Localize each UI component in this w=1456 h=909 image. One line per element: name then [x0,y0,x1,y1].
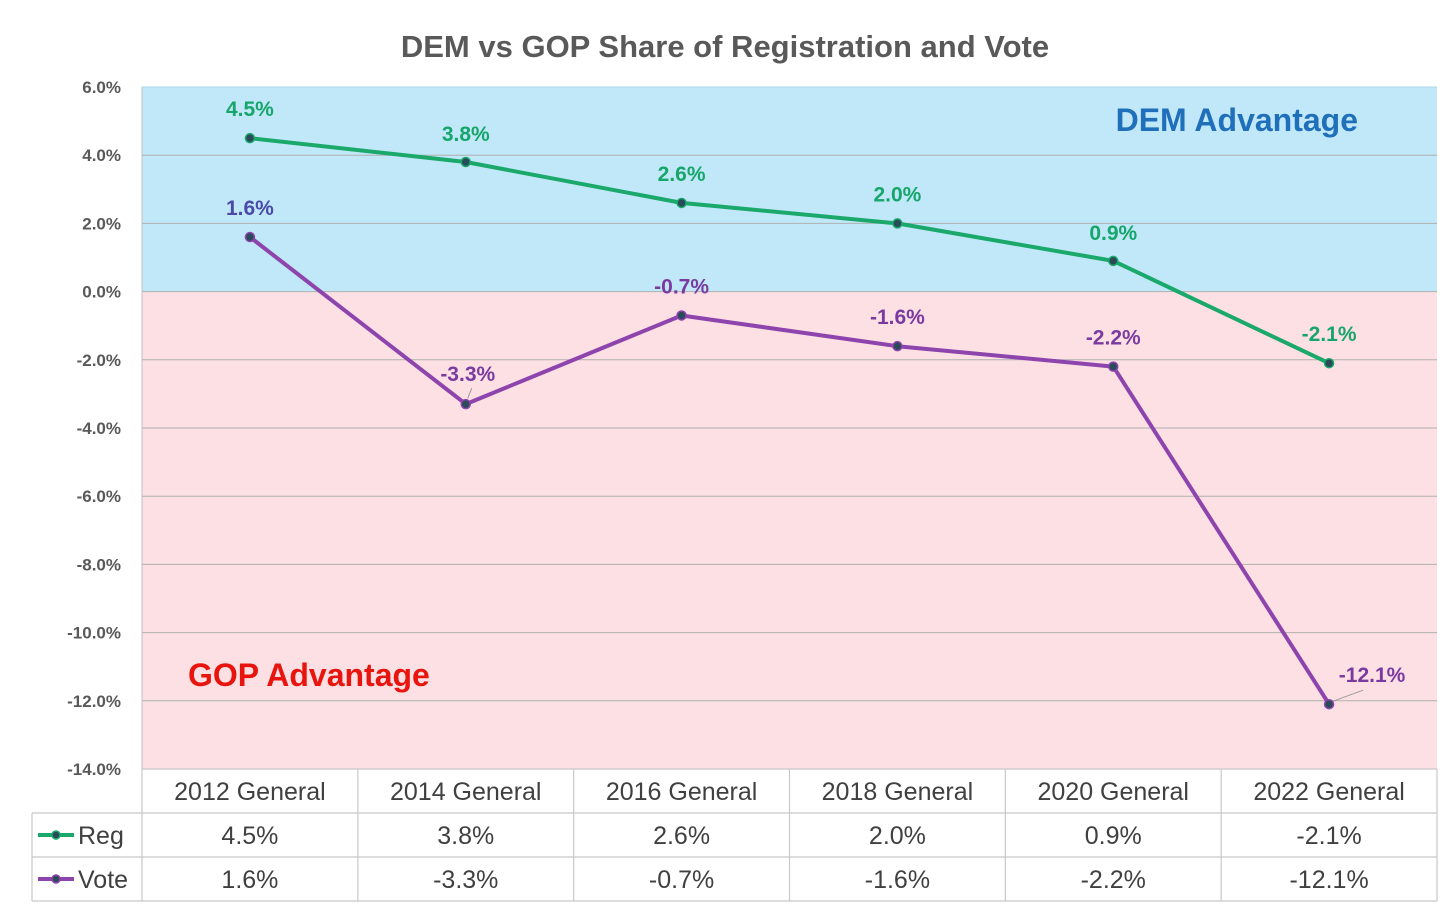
data-point-reg [1108,255,1119,267]
legend-key-marker [51,830,61,840]
table-cell: 1.6% [221,866,278,894]
data-point-reg [460,156,471,168]
table-cell: 0.9% [1085,822,1142,850]
data-point-reg [1323,357,1335,369]
table-cell: 2.0% [869,822,926,850]
gop-advantage-region [142,291,1437,769]
table-cell: -2.2% [1081,866,1146,894]
data-point-vote [676,310,687,321]
y-tick-label: 2.0% [82,214,121,233]
data-point-reg [244,132,256,144]
data-label-vote: -12.1% [1339,664,1406,687]
category-label: 2012 General [174,778,326,806]
data-label-vote: -0.7% [654,275,709,298]
y-tick-label: 4.0% [82,146,121,165]
data-point-vote [1323,698,1335,710]
dem-advantage-region [142,87,1437,292]
y-tick-label: -10.0% [67,624,121,643]
data-point-vote [460,398,471,410]
category-label: 2016 General [606,778,758,806]
table-cell: -12.1% [1289,866,1368,894]
y-axis-ticks: 6.0% 4.0% 2.0% 0.0% -2.0% -4.0% -6.0% -8.0% -10.… [67,78,121,779]
y-tick-label: -4.0% [77,419,121,438]
series-line-reg [247,136,1332,366]
dem-advantage-label: DEM Advantage [1116,102,1358,138]
data-point-vote [892,340,903,352]
table-cell: 3.8% [437,822,494,850]
data-label-vote: -1.6% [870,306,925,329]
chart-title: DEM vs GOP Share of Registration and Vot… [401,29,1049,64]
data-label-vote: -2.2% [1086,327,1141,350]
gop-advantage-label: GOP Advantage [188,657,430,693]
legend-entry: Reg [78,822,124,850]
data-label-reg: 4.5% [226,98,274,121]
label-leader-line [467,387,473,399]
series-line-vote [247,235,1332,707]
data-point-vote [1108,361,1119,372]
label-leader-line [1332,689,1364,702]
table-cell: -0.7% [649,866,714,894]
data-label-reg: 2.0% [873,183,921,206]
y-tick-label: -14.0% [67,760,121,779]
y-tick-label: -8.0% [77,555,121,574]
y-tick-label: -12.0% [67,692,121,711]
data-label-reg: -2.1% [1302,323,1357,346]
y-tick-label: 0.0% [82,283,121,302]
data-label-vote: 1.6% [226,197,274,220]
legend-key-marker [51,874,61,884]
series-lines: 4.5% 3.8% 2.6% 2.0% 0.9% -2.1% 1.6% -3.3% -0.7% -… [226,98,1406,710]
data-point-vote [244,231,256,243]
data-label-reg: 3.8% [442,123,490,146]
data-label-reg: 2.6% [658,163,706,186]
y-tick-label: 6.0% [82,78,121,97]
data-point-reg [892,218,903,229]
y-tick-label: -2.0% [77,351,121,370]
table-cell: 4.5% [221,822,278,850]
table-cell: -3.3% [433,866,498,894]
table-cell: 2.6% [653,822,710,850]
category-label: 2022 General [1253,778,1405,806]
data-table: 2012 General 2014 General 2016 General 2018… [31,768,1438,902]
data-label-vote: -3.3% [440,363,495,386]
data-label-reg: 0.9% [1089,222,1137,245]
data-point-reg [676,197,687,209]
legend-entry: Vote [78,866,128,894]
category-label: 2020 General [1037,778,1189,806]
table-cell: -2.1% [1296,822,1361,850]
category-label: 2018 General [822,778,974,806]
table-cell: -1.6% [865,866,930,894]
category-label: 2014 General [390,778,542,806]
y-tick-label: -6.0% [77,487,121,506]
